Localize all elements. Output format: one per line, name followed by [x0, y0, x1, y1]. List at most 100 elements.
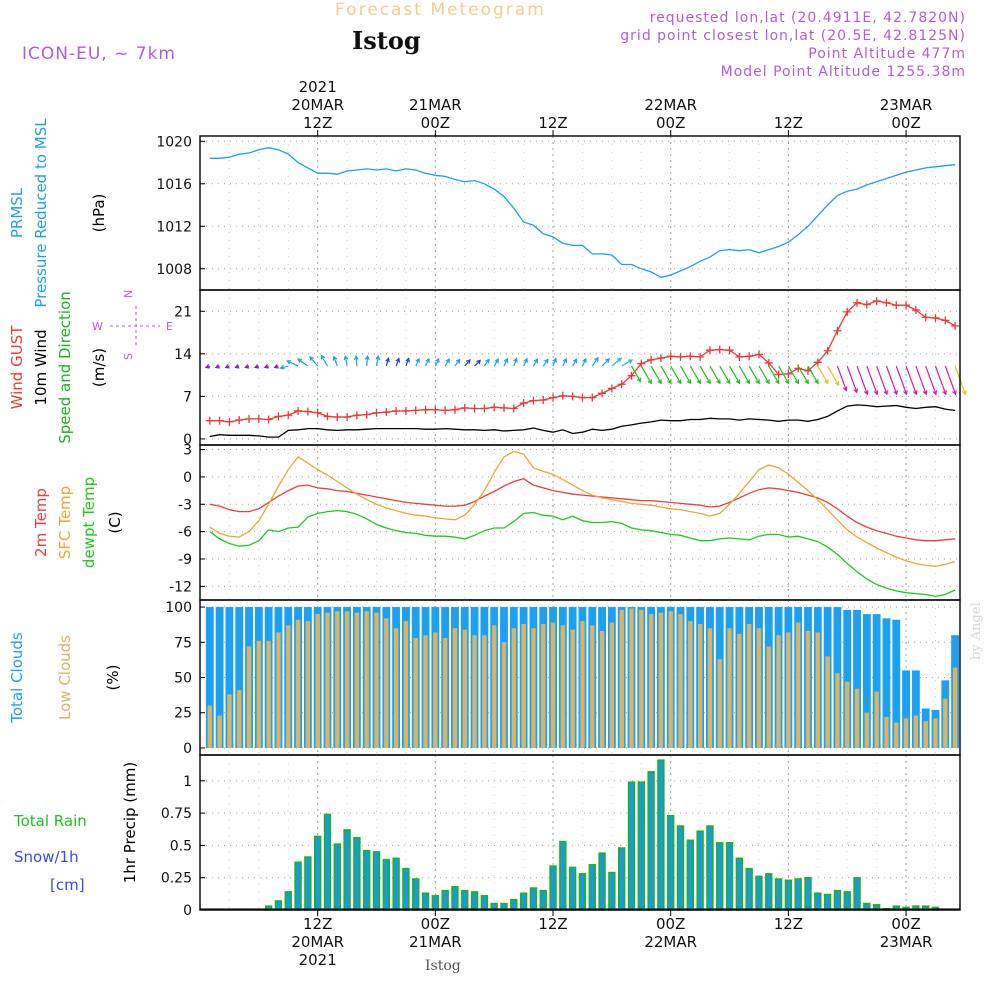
wind-arrow-head	[804, 379, 809, 385]
precip-bar	[823, 893, 832, 911]
low-cloud-bar	[413, 638, 418, 748]
time-label-top: 22MAR	[644, 96, 697, 114]
ylabel-line: (m/s)	[90, 348, 108, 387]
precip-bar	[637, 781, 645, 911]
time-label-top: 00Z	[421, 114, 450, 132]
precip-bar	[392, 857, 400, 911]
precip-bar	[608, 871, 616, 911]
wind-arrow-head	[572, 358, 578, 364]
ytick-label: 1020	[156, 134, 192, 150]
wind-arrow	[944, 365, 957, 395]
time-label-top: 12Z	[538, 114, 567, 132]
compass-cross	[110, 306, 160, 346]
wind-arrow	[434, 358, 440, 367]
ytick-label: 0	[183, 903, 192, 919]
low-cloud-bar	[472, 635, 477, 748]
time-label-bottom: 12Z	[303, 915, 332, 933]
low-cloud-bar	[776, 635, 781, 748]
low-cloud-bar	[364, 611, 369, 748]
wind-arrow-head	[942, 390, 947, 396]
wind-arrow-head	[842, 386, 848, 392]
low-cloud-bar	[923, 721, 928, 748]
low-cloud-bar	[501, 642, 507, 748]
gust-marker	[264, 415, 273, 424]
low-cloud-bar	[403, 621, 409, 748]
gust-marker	[902, 301, 911, 310]
wind-arrow-head	[863, 390, 869, 396]
wind-arrow	[581, 358, 587, 367]
wind-arrow	[385, 358, 389, 367]
wind-arrow-head	[725, 379, 731, 385]
low-cloud-bar	[550, 622, 556, 748]
low-cloud-bar	[864, 712, 870, 748]
wind-arrow	[375, 356, 379, 367]
gust-marker	[362, 410, 371, 419]
wind-arrow-head	[735, 379, 741, 385]
gust-marker	[441, 406, 450, 415]
gust-marker	[431, 405, 440, 414]
low-cloud-bar	[423, 635, 428, 748]
precip-bar	[706, 825, 714, 911]
gust-marker	[598, 389, 607, 398]
ytick-label: 75	[174, 635, 192, 651]
low-cloud-bar	[697, 623, 703, 748]
low-cloud-bar	[786, 632, 791, 748]
gust-marker	[764, 358, 773, 367]
wind-arrow	[542, 359, 549, 367]
gust-marker	[372, 408, 381, 417]
gust-marker	[853, 298, 862, 307]
low-cloud-bar	[835, 673, 840, 748]
ytick-label: 1	[183, 774, 192, 790]
gust-marker	[676, 352, 685, 361]
precip-bar	[294, 861, 302, 911]
bottom-station-label: Istog	[425, 958, 461, 974]
time-label-bottom: 00Z	[891, 915, 920, 933]
wind-arrow	[836, 365, 847, 391]
low-cloud-bar	[433, 632, 438, 748]
ylabel-line: SFC Temp	[56, 486, 74, 559]
ytick-label: 25	[174, 706, 192, 722]
time-label-bottom: 21MAR	[409, 933, 462, 951]
precip-bar	[402, 867, 410, 911]
wind-arrow-head	[552, 357, 557, 363]
gust-marker	[754, 350, 763, 359]
compass-w: W	[92, 320, 103, 333]
precip-bar	[304, 856, 312, 911]
low-cloud-bar	[315, 614, 320, 748]
time-label-bottom: 12Z	[774, 915, 803, 933]
precip-bar	[833, 889, 842, 911]
precip-bar	[814, 892, 822, 911]
series-line-10m-wind	[209, 404, 956, 438]
gust-marker	[882, 298, 891, 307]
precip-bar	[559, 840, 567, 911]
wind-arrow-head	[706, 379, 711, 385]
gust-marker	[401, 406, 410, 415]
gust-marker	[578, 393, 587, 402]
wind-arrow-head	[513, 357, 518, 363]
gust-marker	[666, 352, 675, 361]
low-cloud-bar	[619, 609, 624, 748]
precip-bar	[765, 873, 773, 911]
gust-marker	[382, 408, 391, 417]
panel-clouds	[199, 599, 961, 756]
low-cloud-bar	[884, 716, 889, 748]
precip-bar	[794, 878, 802, 911]
gust-marker	[421, 405, 430, 414]
wind-arrow	[286, 360, 299, 367]
precip-bar	[784, 879, 793, 911]
precip-bar	[568, 866, 577, 911]
ylabel-line: Pressure Reduced to MSL	[32, 118, 50, 308]
gust-marker	[931, 313, 940, 322]
wind-arrow	[395, 358, 400, 367]
low-cloud-bar	[678, 614, 683, 748]
ytick-label: 0	[183, 741, 192, 757]
gust-marker	[235, 416, 244, 425]
wind-arrow	[611, 357, 622, 367]
gust-marker	[617, 380, 626, 389]
time-label-bottom: 12Z	[538, 915, 567, 933]
wind-arrow	[297, 358, 309, 367]
gust-marker	[460, 403, 469, 412]
precip-bar	[372, 851, 381, 911]
wind-arrow-head	[279, 364, 285, 370]
wind-arrow	[650, 365, 662, 384]
